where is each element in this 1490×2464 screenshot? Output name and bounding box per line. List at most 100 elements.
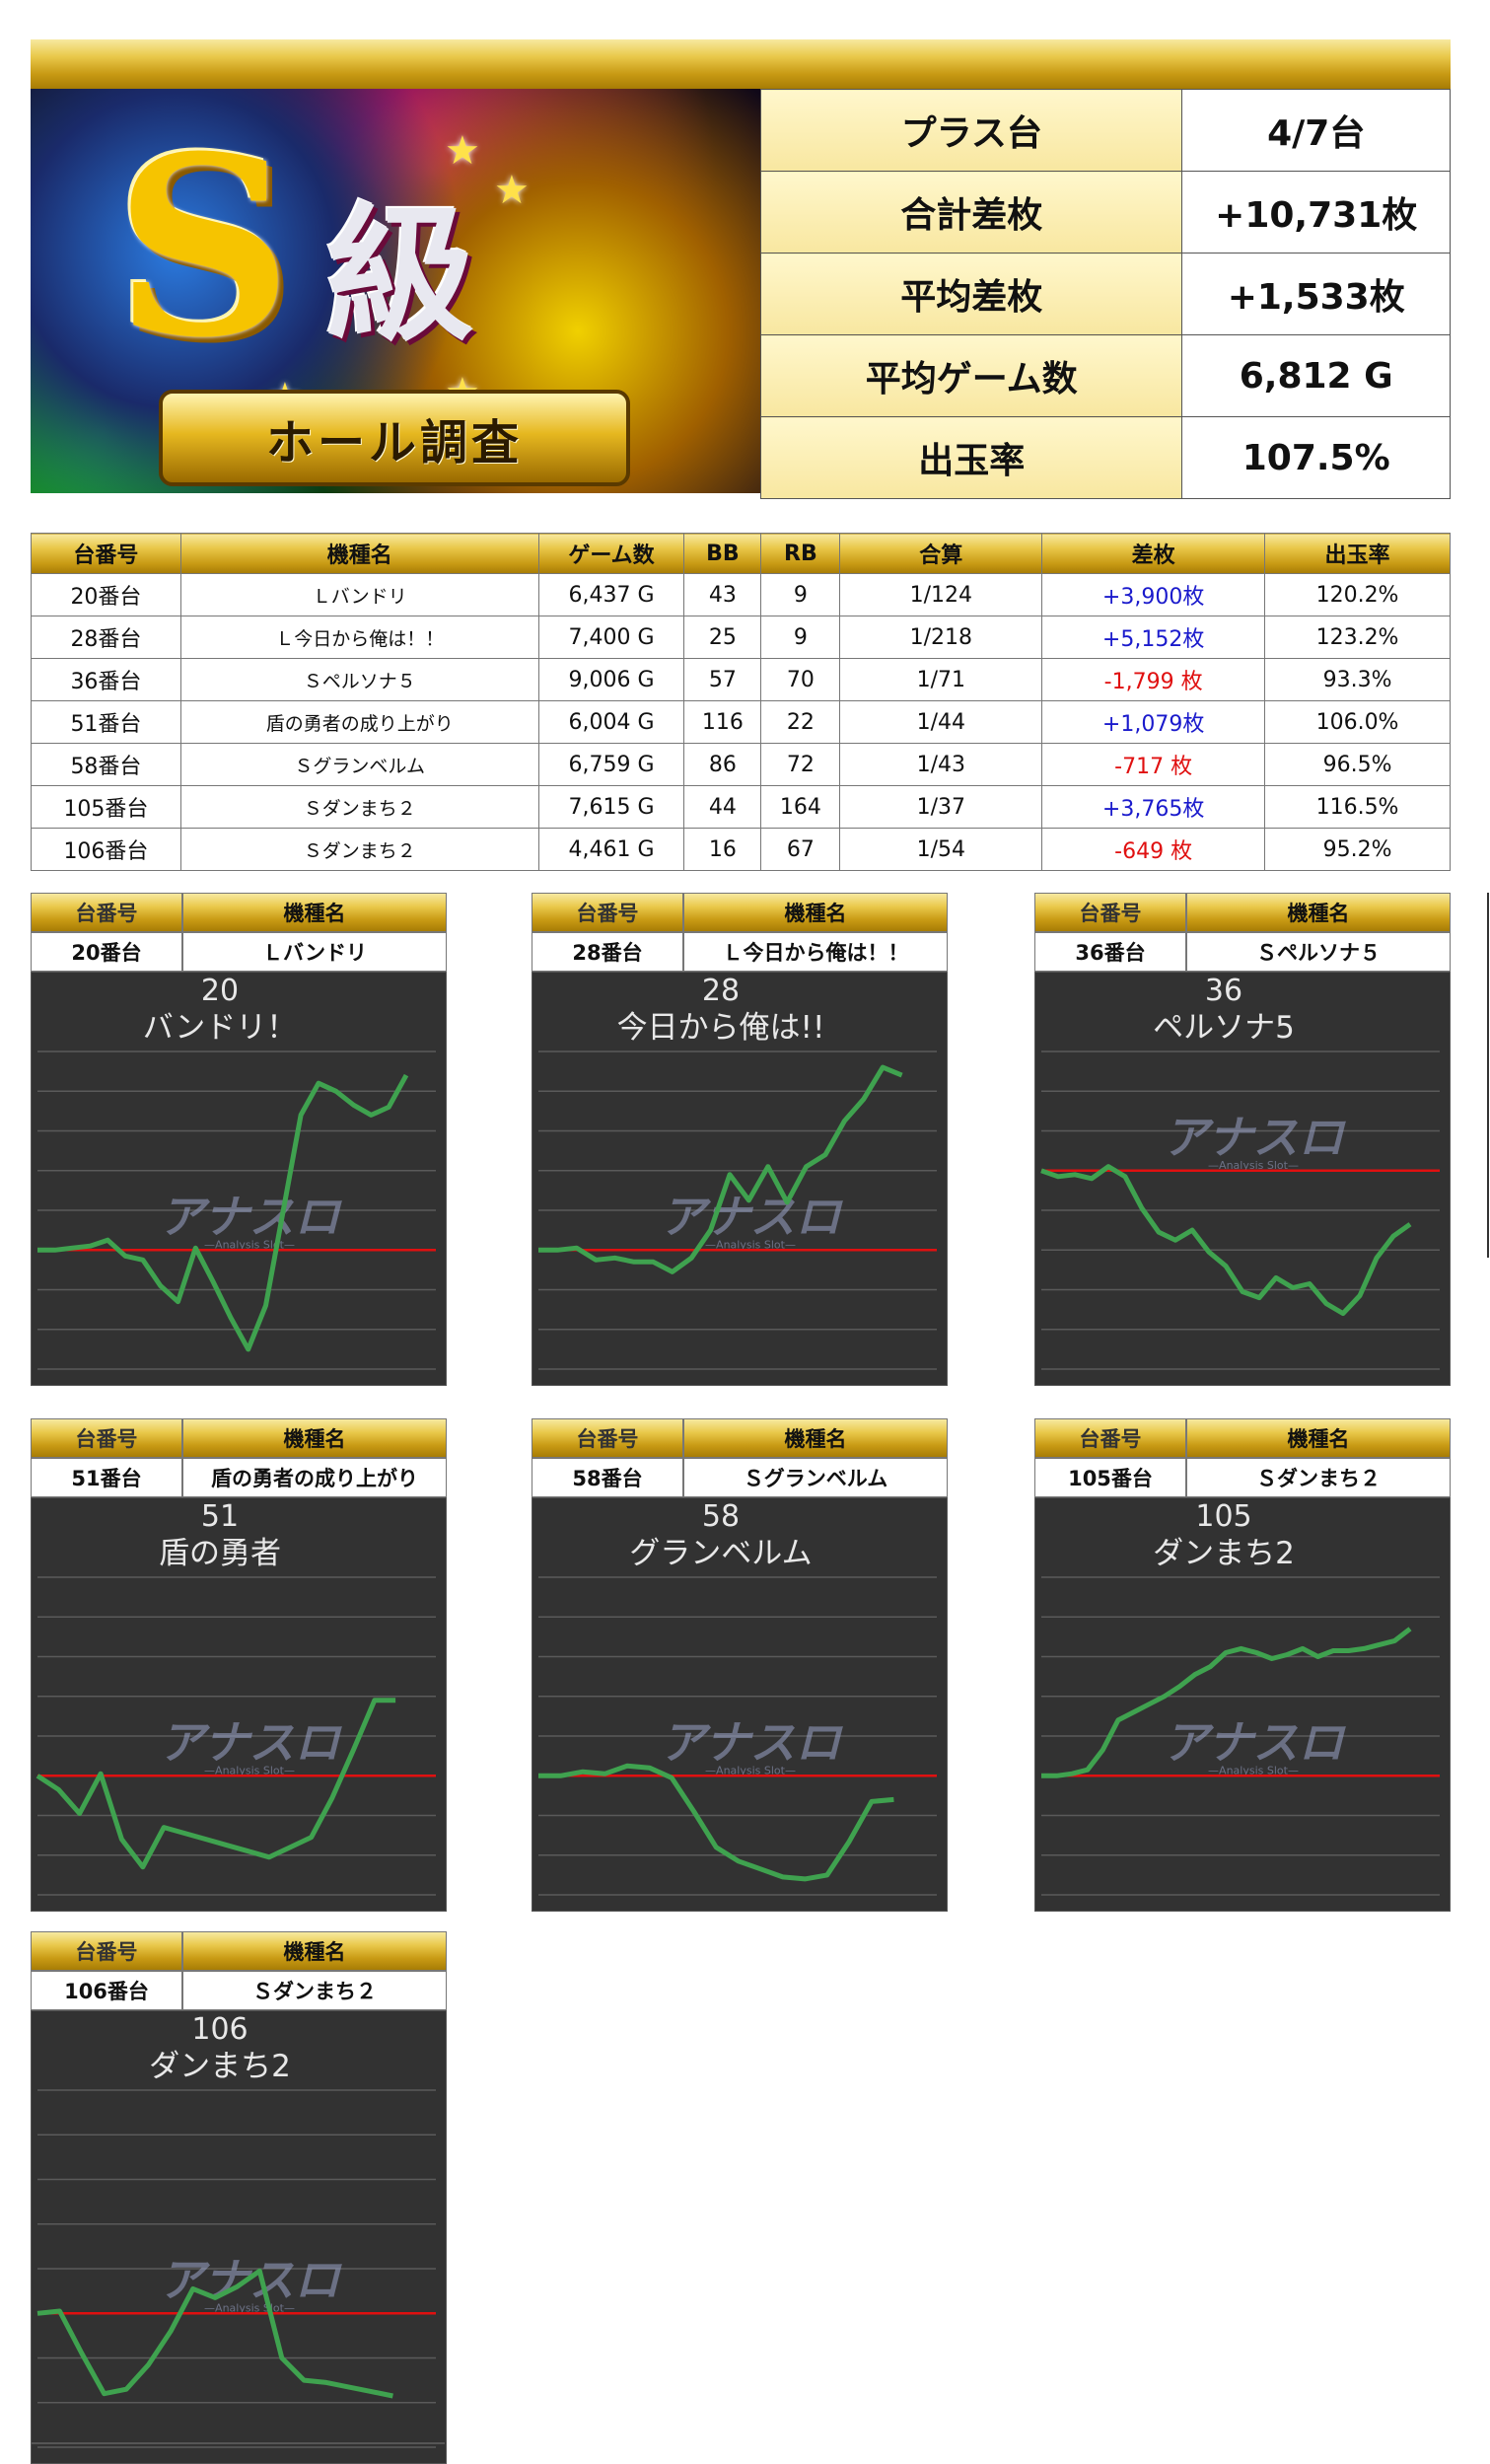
game-count: 9,006 G bbox=[537, 658, 685, 701]
watermark-logo: アナスロ bbox=[1163, 1715, 1346, 1769]
bb-count: 116 bbox=[683, 700, 762, 744]
col-header-games: ゲーム数 bbox=[537, 533, 685, 574]
graph-title: 106 bbox=[191, 2012, 248, 2047]
machine-graph-card: 台番号 機種名 58番台 Ｓグランベルム 58 グランベルム アナスロ —Analysis S… bbox=[532, 1418, 948, 1912]
table-row: 58番台 Ｓグランベルム 6,759 G 86 72 1/43 -717 枚 96.5% bbox=[31, 743, 1451, 786]
col-header-rate: 出玉率 bbox=[1264, 533, 1451, 574]
machine-name: Ｌ今日から俺は！！ bbox=[179, 616, 539, 659]
payout-rate: 93.3% bbox=[1264, 658, 1451, 701]
payout-rate: 116.5% bbox=[1264, 785, 1451, 829]
card-machine-name: Ｌバンドリ bbox=[182, 932, 447, 972]
card-machine-name: Ｓグランベルム bbox=[683, 1458, 948, 1497]
difference-series-line bbox=[1040, 1164, 1412, 1317]
card-machine-name: Ｓダンまち２ bbox=[1186, 1458, 1451, 1497]
card-header-no: 台番号 bbox=[1034, 1418, 1186, 1458]
bb-count: 57 bbox=[683, 658, 762, 701]
machine-no: 58番台 bbox=[31, 743, 181, 786]
payout-rate: 95.2% bbox=[1264, 828, 1451, 871]
card-header-name: 機種名 bbox=[1186, 893, 1451, 932]
summary-label: 合計差枚 bbox=[759, 171, 1183, 254]
difference: +3,900枚 bbox=[1041, 573, 1266, 616]
machine-name: Ｓダンまち２ bbox=[179, 785, 539, 829]
watermark-subtitle: —Analysis Slot— bbox=[705, 1764, 796, 1776]
card-header: 台番号 機種名 bbox=[1034, 893, 1451, 932]
card-header: 台番号 機種名 bbox=[532, 893, 948, 932]
banner-grade: 級 bbox=[326, 190, 475, 362]
combined-odds: 1/218 bbox=[839, 616, 1043, 659]
graph-background bbox=[1035, 1498, 1450, 1911]
card-header: 台番号 機種名 bbox=[31, 893, 447, 932]
card-info-row: 58番台 Ｓグランベルム bbox=[532, 1458, 948, 1497]
machine-graph-card: 台番号 機種名 106番台 Ｓダンまち２ 106 ダンまち2 アナスロ —Analysis S… bbox=[31, 1931, 447, 2464]
graph-background bbox=[32, 973, 446, 1385]
card-info-row: 105番台 Ｓダンまち２ bbox=[1034, 1458, 1451, 1497]
summary-value: 4/7台 bbox=[1181, 89, 1451, 172]
card-machine-no: 58番台 bbox=[532, 1458, 683, 1497]
machine-no: 36番台 bbox=[31, 658, 181, 701]
machine-name: Ｓダンまち２ bbox=[179, 828, 539, 871]
rb-count: 70 bbox=[760, 658, 841, 701]
game-count: 6,437 G bbox=[537, 573, 685, 616]
table-row: 20番台 Ｌバンドリ 6,437 G 43 9 1/124 +3,900枚 120.2% bbox=[31, 573, 1451, 616]
card-machine-no: 36番台 bbox=[1034, 932, 1186, 972]
watermark-logo: アナスロ bbox=[1163, 1111, 1346, 1164]
combined-odds: 1/37 bbox=[839, 785, 1043, 829]
graph-background bbox=[32, 1498, 446, 1911]
game-count: 6,759 G bbox=[537, 743, 685, 786]
banner-ribbon: ホール調査 bbox=[159, 390, 630, 486]
card-info-row: 51番台 盾の勇者の成り上がり bbox=[31, 1458, 447, 1497]
difference: -717 枚 bbox=[1041, 743, 1266, 786]
machine-graph-card: 台番号 機種名 105番台 Ｓダンまち２ 105 ダンまち2 アナスロ —Analysis S… bbox=[1034, 1418, 1451, 1912]
summary-value: +10,731枚 bbox=[1181, 171, 1451, 254]
game-count: 4,461 G bbox=[537, 828, 685, 871]
game-count: 7,615 G bbox=[537, 785, 685, 829]
summary-row: 出玉率 107.5% bbox=[759, 416, 1451, 499]
graph-title: 51 bbox=[201, 1499, 239, 1534]
bb-count: 25 bbox=[683, 616, 762, 659]
graph-title: 58 bbox=[702, 1499, 740, 1534]
graph-title: 105 bbox=[1195, 1499, 1251, 1534]
card-header-name: 機種名 bbox=[182, 1931, 447, 1971]
combined-odds: 1/71 bbox=[839, 658, 1043, 701]
graph-title: 28 bbox=[702, 974, 740, 1008]
machine-no: 20番台 bbox=[31, 573, 181, 616]
col-header-no: 台番号 bbox=[31, 533, 181, 574]
card-info-row: 20番台 Ｌバンドリ bbox=[31, 932, 447, 972]
banner-big-letter: S bbox=[114, 102, 293, 392]
graph-subtitle: グランベルム bbox=[629, 1536, 812, 1571]
machine-graph-card: 台番号 機種名 51番台 盾の勇者の成り上がり 51 盾の勇者 アナスロ —Analysis … bbox=[31, 1418, 447, 1912]
graph-subtitle: 今日から俺は!! bbox=[617, 1010, 825, 1046]
machine-results-table: 台番号 機種名 ゲーム数 BB RB 合算 差枚 出玉率 20番台 Ｌバンドリ 6,… bbox=[31, 533, 1451, 871]
summary-row: 合計差枚 +10,731枚 bbox=[759, 171, 1451, 254]
table-header-row: 台番号 機種名 ゲーム数 BB RB 合算 差枚 出玉率 bbox=[31, 533, 1451, 574]
divider bbox=[31, 2442, 445, 2444]
bb-count: 43 bbox=[683, 573, 762, 616]
machine-no: 51番台 bbox=[31, 700, 181, 744]
card-machine-no: 51番台 bbox=[31, 1458, 182, 1497]
payout-rate: 106.0% bbox=[1264, 700, 1451, 744]
difference-series-line bbox=[1041, 1627, 1412, 1778]
col-header-name: 機種名 bbox=[179, 533, 539, 574]
card-machine-name: Ｓダンまち２ bbox=[182, 1971, 447, 2010]
graph-background bbox=[1035, 973, 1450, 1385]
card-header-no: 台番号 bbox=[31, 1418, 182, 1458]
card-machine-name: Ｓペルソナ５ bbox=[1186, 932, 1451, 972]
bb-count: 16 bbox=[683, 828, 762, 871]
graph-subtitle: 盾の勇者 bbox=[159, 1536, 281, 1571]
machine-name: Ｌバンドリ bbox=[179, 573, 539, 616]
table-row: 51番台 盾の勇者の成り上がり 6,004 G 116 22 1/44 +1,079枚 106… bbox=[31, 700, 1451, 744]
payout-rate: 123.2% bbox=[1264, 616, 1451, 659]
col-header-diff: 差枚 bbox=[1041, 533, 1266, 574]
machine-no: 105番台 bbox=[31, 785, 181, 829]
banner-ribbon-text: ホール調査 bbox=[265, 415, 523, 471]
summary-row: 平均ゲーム数 6,812 G bbox=[759, 334, 1451, 417]
divider bbox=[1487, 893, 1489, 1258]
difference: +3,765枚 bbox=[1041, 785, 1266, 829]
card-header-no: 台番号 bbox=[1034, 893, 1186, 932]
card-header-no: 台番号 bbox=[31, 893, 182, 932]
card-header: 台番号 機種名 bbox=[1034, 1418, 1451, 1458]
